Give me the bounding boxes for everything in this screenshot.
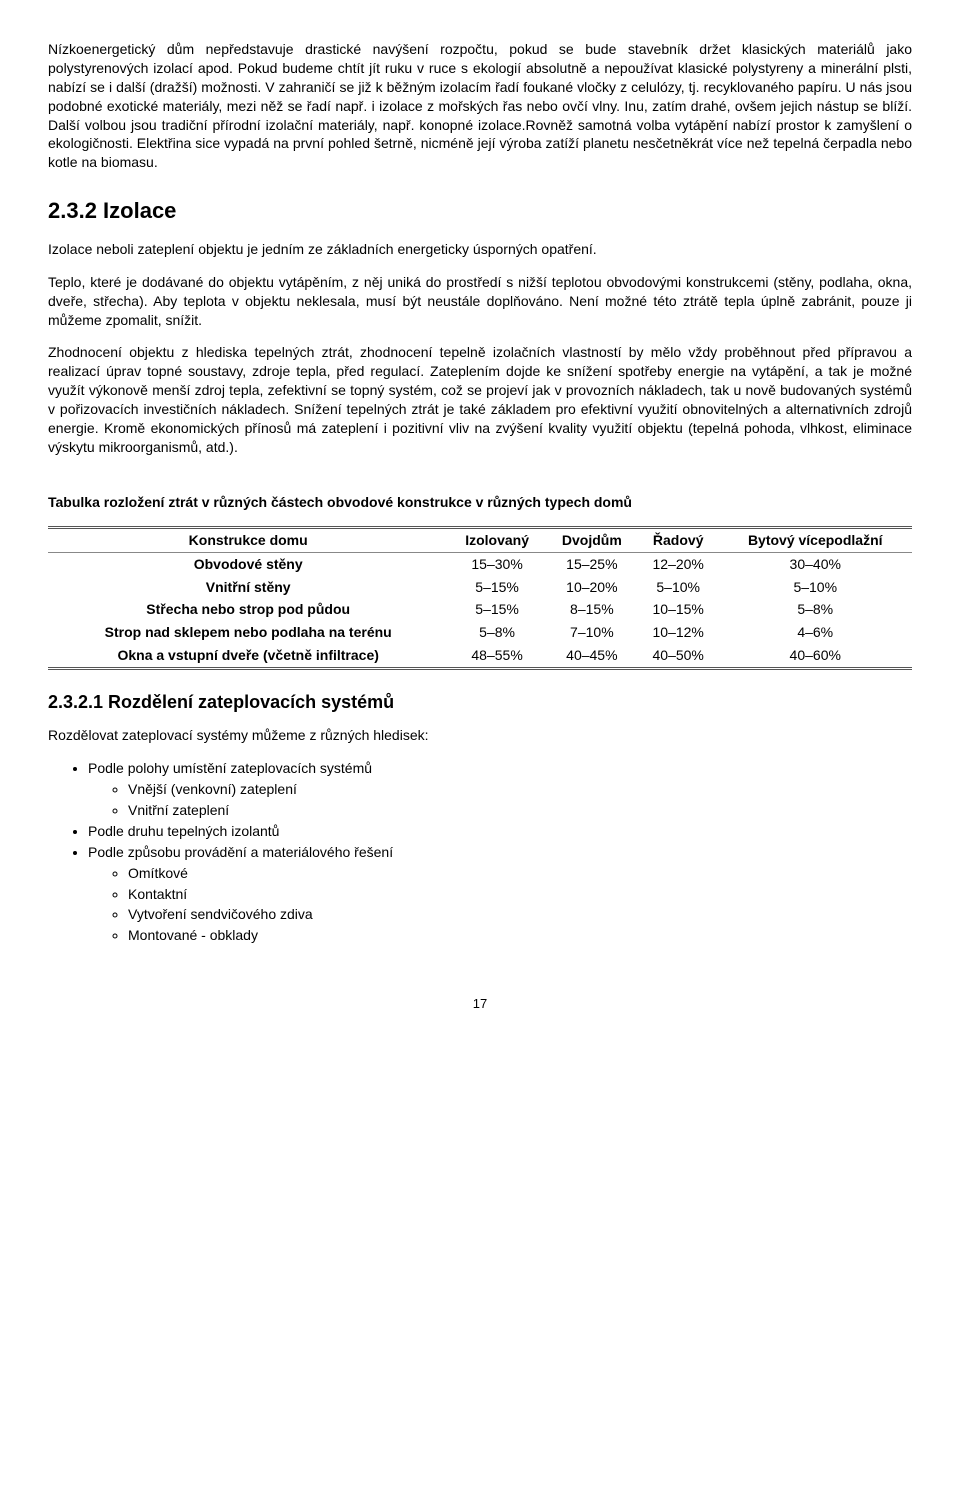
- table-cell: 5–10%: [718, 576, 912, 599]
- table-cell: 48–55%: [448, 644, 545, 668]
- heading-izolace: 2.3.2 Izolace: [48, 196, 912, 226]
- table-cell: 12–20%: [638, 552, 719, 575]
- sub-list-item: Vnitřní zateplení: [128, 801, 912, 820]
- list-item: Podle druhu tepelných izolantů: [88, 822, 912, 841]
- page-number: 17: [48, 995, 912, 1013]
- table-header-cell: Dvojdům: [546, 527, 638, 552]
- table-cell: 8–15%: [546, 598, 638, 621]
- table-cell: 4–6%: [718, 621, 912, 644]
- sub-list-item: Kontaktní: [128, 885, 912, 904]
- list-item-label: Podle druhu tepelných izolantů: [88, 823, 279, 839]
- table-header-cell: Izolovaný: [448, 527, 545, 552]
- criteria-list: Podle polohy umístění zateplovacích syst…: [88, 759, 912, 945]
- table-header-row: Konstrukce domu Izolovaný Dvojdům Řadový…: [48, 527, 912, 552]
- list-item: Podle způsobu provádění a materiálového …: [88, 843, 912, 945]
- table-cell: Okna a vstupní dveře (včetně infiltrace): [48, 644, 448, 668]
- sub-list-item: Vnější (venkovní) zateplení: [128, 780, 912, 799]
- table-cell: 5–15%: [448, 576, 545, 599]
- table-cell: 40–50%: [638, 644, 719, 668]
- table-cell: 5–15%: [448, 598, 545, 621]
- list-item-label: Podle způsobu provádění a materiálového …: [88, 844, 393, 860]
- table-header-cell: Řadový: [638, 527, 719, 552]
- sub-list-item: Montované - obklady: [128, 926, 912, 945]
- sub-list-item: Vytvoření sendvičového zdiva: [128, 905, 912, 924]
- table-header-cell: Bytový vícepodlažní: [718, 527, 912, 552]
- body-paragraph: Zhodnocení objektu z hlediska tepelných …: [48, 343, 912, 456]
- body-paragraph: Teplo, které je dodávané do objektu vytá…: [48, 273, 912, 330]
- body-paragraph: Rozdělovat zateplovací systémy můžeme z …: [48, 726, 912, 745]
- table-cell: 30–40%: [718, 552, 912, 575]
- heading-rozdeleni: 2.3.2.1 Rozdělení zateplovacích systémů: [48, 690, 912, 714]
- body-paragraph: Nízkoenergetický dům nepředstavuje drast…: [48, 40, 912, 172]
- table-cell: 10–15%: [638, 598, 719, 621]
- list-item: Podle polohy umístění zateplovacích syst…: [88, 759, 912, 820]
- table-header-cell: Konstrukce domu: [48, 527, 448, 552]
- table-cell: 7–10%: [546, 621, 638, 644]
- list-item-label: Podle polohy umístění zateplovacích syst…: [88, 760, 372, 776]
- table-cell: 10–12%: [638, 621, 719, 644]
- sub-list: Omítkové Kontaktní Vytvoření sendvičovéh…: [128, 864, 912, 946]
- table-row: Strop nad sklepem nebo podlaha na terénu…: [48, 621, 912, 644]
- table-row: Střecha nebo strop pod půdou 5–15% 8–15%…: [48, 598, 912, 621]
- table-cell: 5–8%: [448, 621, 545, 644]
- table-cell: 10–20%: [546, 576, 638, 599]
- table-cell: Střecha nebo strop pod půdou: [48, 598, 448, 621]
- table-cell: 40–45%: [546, 644, 638, 668]
- body-paragraph: Izolace neboli zateplení objektu je jedn…: [48, 240, 912, 259]
- table-cell: 5–8%: [718, 598, 912, 621]
- table-row: Obvodové stěny 15–30% 15–25% 12–20% 30–4…: [48, 552, 912, 575]
- sub-list-item: Omítkové: [128, 864, 912, 883]
- heat-loss-table: Konstrukce domu Izolovaný Dvojdům Řadový…: [48, 526, 912, 670]
- table-cell: Obvodové stěny: [48, 552, 448, 575]
- table-cell: 40–60%: [718, 644, 912, 668]
- table-row: Vnitřní stěny 5–15% 10–20% 5–10% 5–10%: [48, 576, 912, 599]
- table-row: Okna a vstupní dveře (včetně infiltrace)…: [48, 644, 912, 668]
- sub-list: Vnější (venkovní) zateplení Vnitřní zate…: [128, 780, 912, 820]
- table-cell: 5–10%: [638, 576, 719, 599]
- table-cell: 15–25%: [546, 552, 638, 575]
- table-title: Tabulka rozložení ztrát v různých částec…: [48, 493, 912, 512]
- table-cell: 15–30%: [448, 552, 545, 575]
- table-cell: Strop nad sklepem nebo podlaha na terénu: [48, 621, 448, 644]
- table-cell: Vnitřní stěny: [48, 576, 448, 599]
